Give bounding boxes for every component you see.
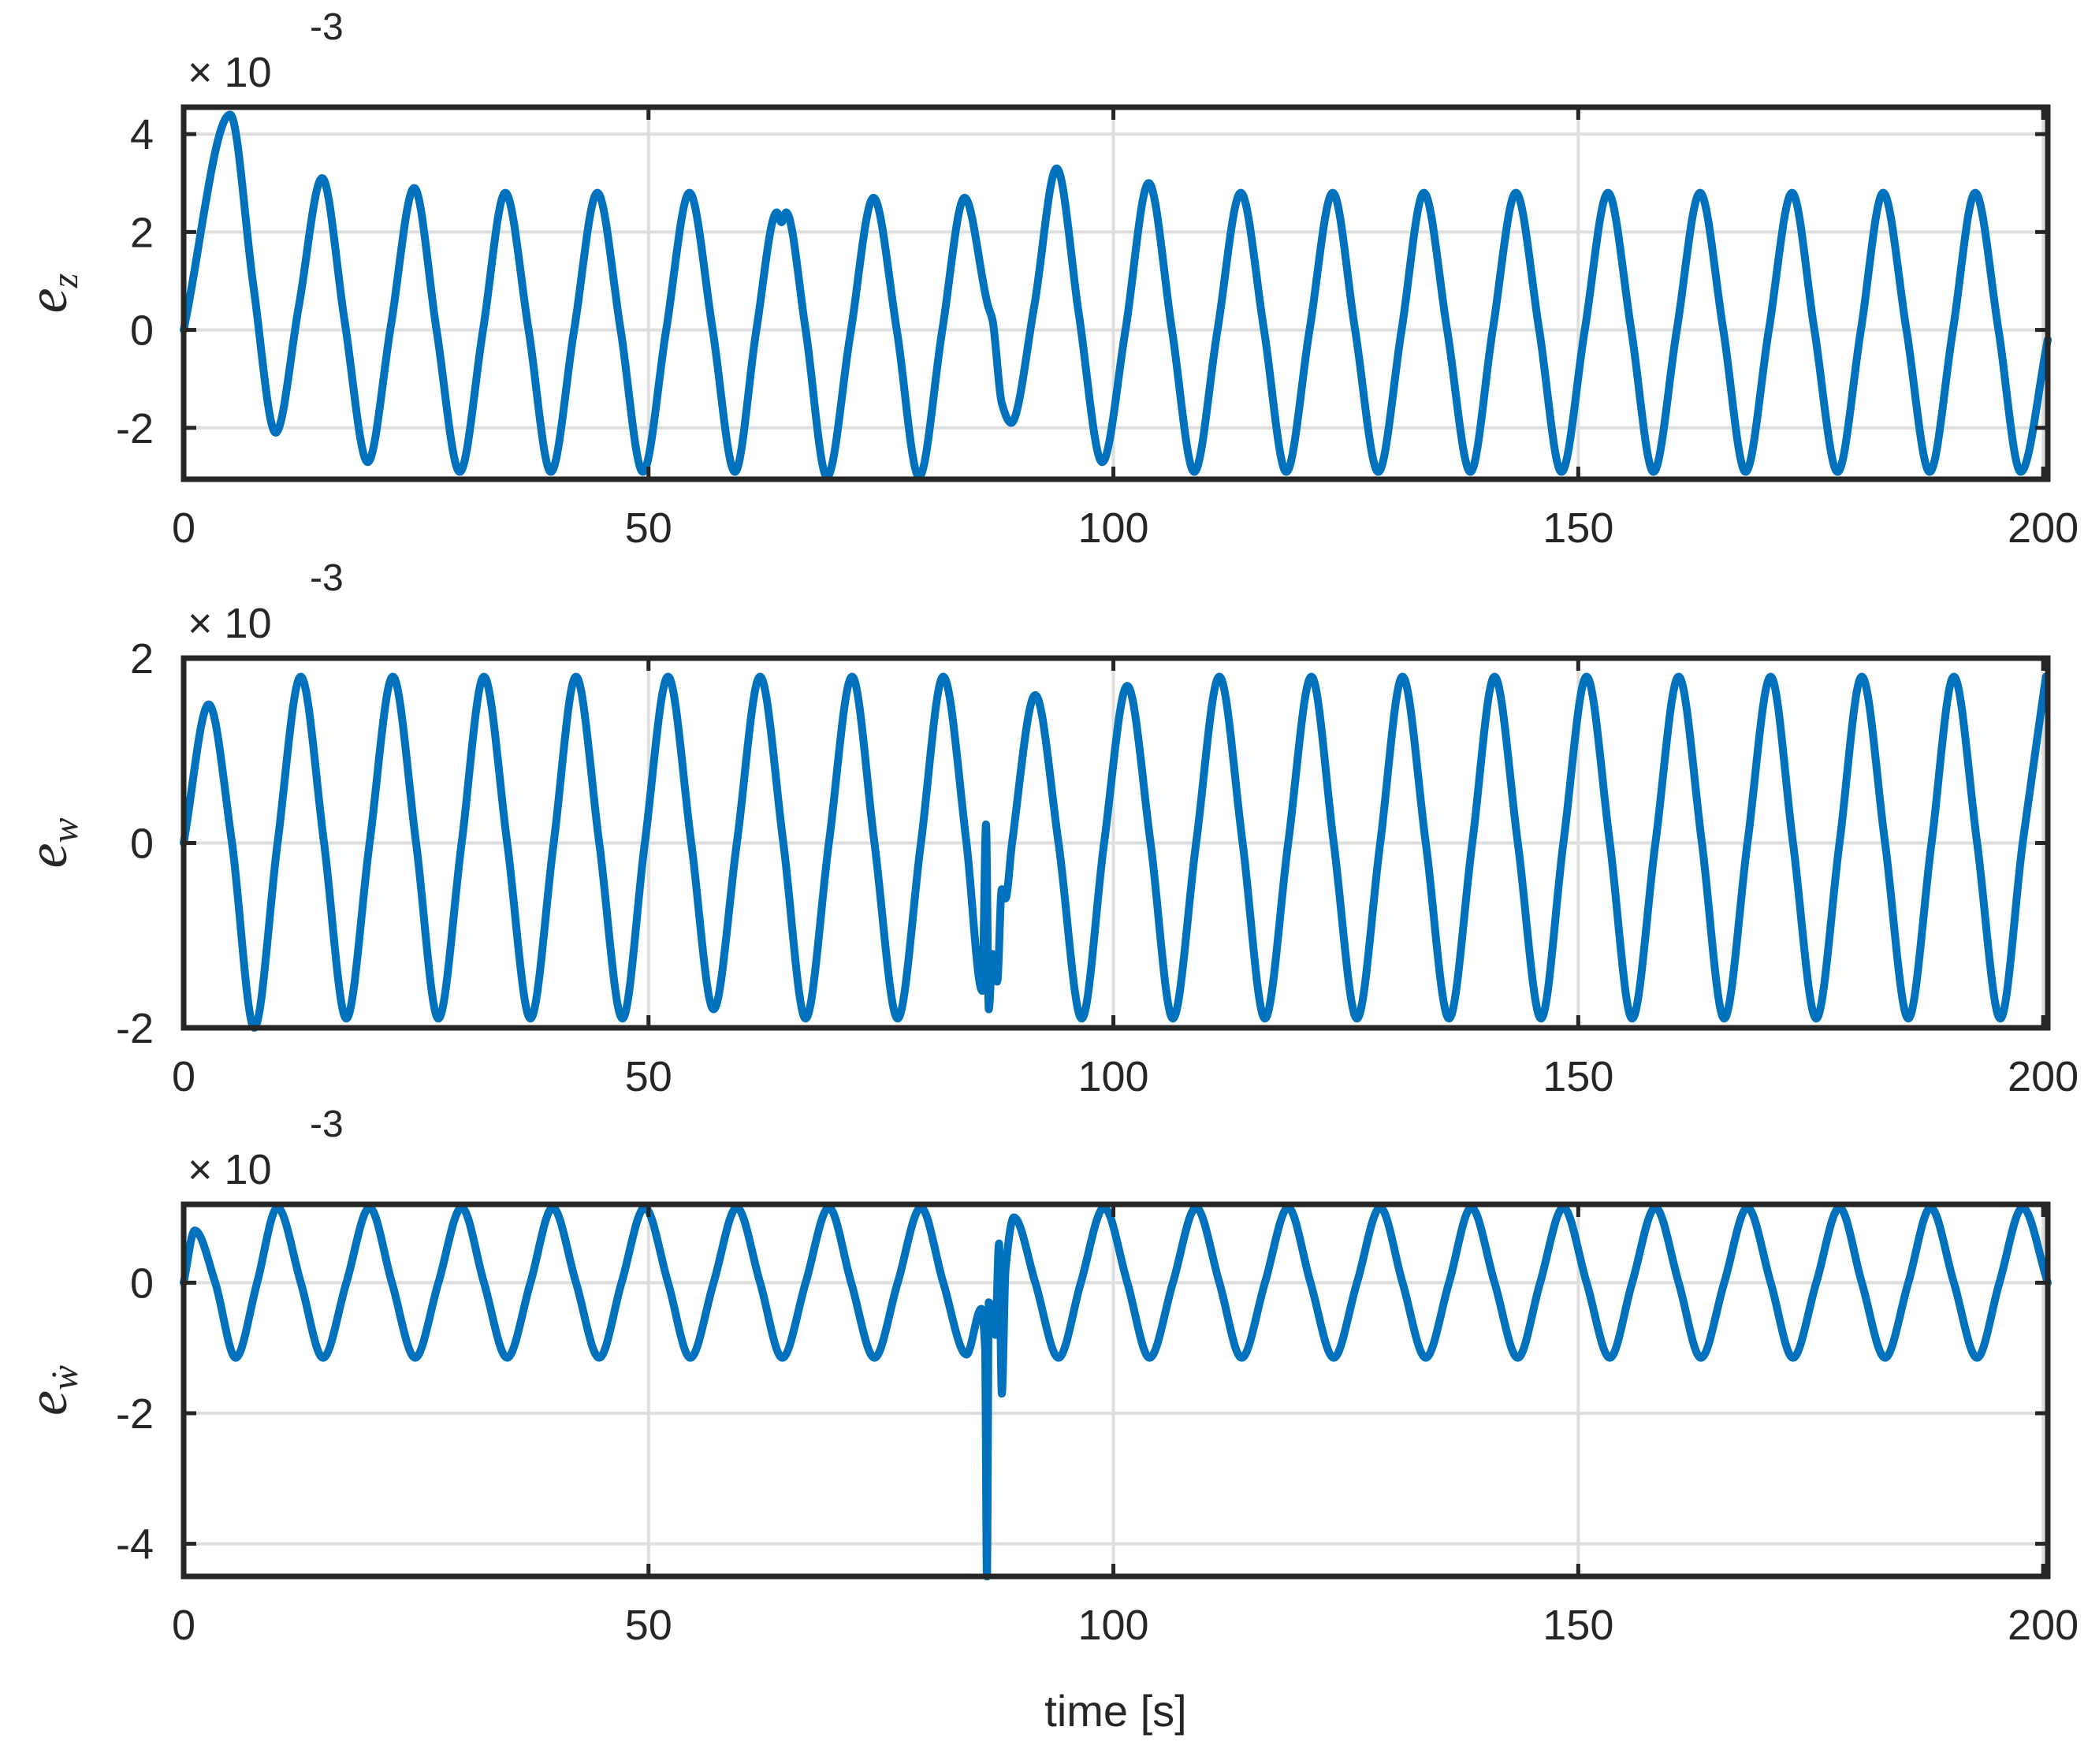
x-tick-label: 200 bbox=[2008, 504, 2079, 552]
y-tick-label: 4 bbox=[130, 111, 154, 158]
x-tick-label: 100 bbox=[1077, 1602, 1148, 1649]
axis-multiplier: × 10 bbox=[188, 1146, 272, 1193]
axis-exponent: -3 bbox=[310, 557, 344, 599]
data-line bbox=[180, 1204, 2052, 1580]
y-label-subscript: ẇ bbox=[44, 1365, 86, 1390]
axes-frame bbox=[180, 104, 2051, 482]
x-tick-label: 0 bbox=[172, 504, 195, 552]
x-tick-label: 0 bbox=[172, 1602, 195, 1649]
data-line bbox=[180, 672, 2050, 1032]
x-axis-label: time [s] bbox=[1044, 1686, 1186, 1736]
y-tick-label: -2 bbox=[116, 1005, 154, 1052]
x-tick-label: 100 bbox=[1077, 1053, 1148, 1100]
y-axis-label: ew bbox=[16, 818, 86, 869]
y-tick-label: 0 bbox=[130, 307, 154, 355]
x-tick-label: 200 bbox=[2008, 1602, 2079, 1649]
y-label-subscript: w bbox=[44, 818, 86, 843]
data-line bbox=[180, 110, 2052, 481]
y-tick-label: -4 bbox=[116, 1521, 154, 1569]
y-label-base: e bbox=[16, 843, 79, 869]
x-tick-label: 100 bbox=[1077, 504, 1148, 552]
y-tick-label: 2 bbox=[130, 209, 154, 256]
axes-frame bbox=[180, 1201, 2051, 1580]
y-tick-label: 2 bbox=[130, 635, 154, 683]
y-tick-label: -2 bbox=[116, 405, 154, 452]
y-axis-label: eẇ bbox=[16, 1365, 86, 1416]
x-tick-label: 50 bbox=[625, 1602, 672, 1649]
x-tick-label: 50 bbox=[625, 1053, 672, 1100]
subplot: 0 50 100 150 200 -4 -2 0 × 10 -3 eẇ time [s] bbox=[16, 1103, 2079, 1736]
subplot: 0 50 100 150 200 -2 0 2 × 10 -3 ew bbox=[16, 557, 2079, 1100]
y-tick-label: 0 bbox=[130, 821, 154, 868]
y-tick-label: -2 bbox=[116, 1390, 154, 1438]
x-tick-label: 0 bbox=[172, 1053, 195, 1100]
axis-exponent: -3 bbox=[310, 6, 344, 48]
axis-multiplier: × 10 bbox=[188, 49, 272, 96]
y-tick-label: 0 bbox=[130, 1260, 154, 1307]
x-tick-label: 150 bbox=[1543, 1053, 1613, 1100]
x-tick-label: 200 bbox=[2008, 1053, 2079, 1100]
y-axis-label: ez bbox=[16, 273, 86, 313]
axis-multiplier: × 10 bbox=[188, 600, 272, 647]
y-label-base: e bbox=[16, 1390, 79, 1416]
x-tick-label: 50 bbox=[625, 504, 672, 552]
y-label-base: e bbox=[16, 288, 79, 313]
subplot: 0 50 100 150 200 -2 0 2 4 × 10 -3 ez bbox=[16, 6, 2079, 552]
axis-exponent: -3 bbox=[310, 1103, 344, 1145]
x-tick-label: 150 bbox=[1543, 1602, 1613, 1649]
x-tick-label: 150 bbox=[1543, 504, 1613, 552]
y-label-subscript: z bbox=[44, 273, 86, 288]
